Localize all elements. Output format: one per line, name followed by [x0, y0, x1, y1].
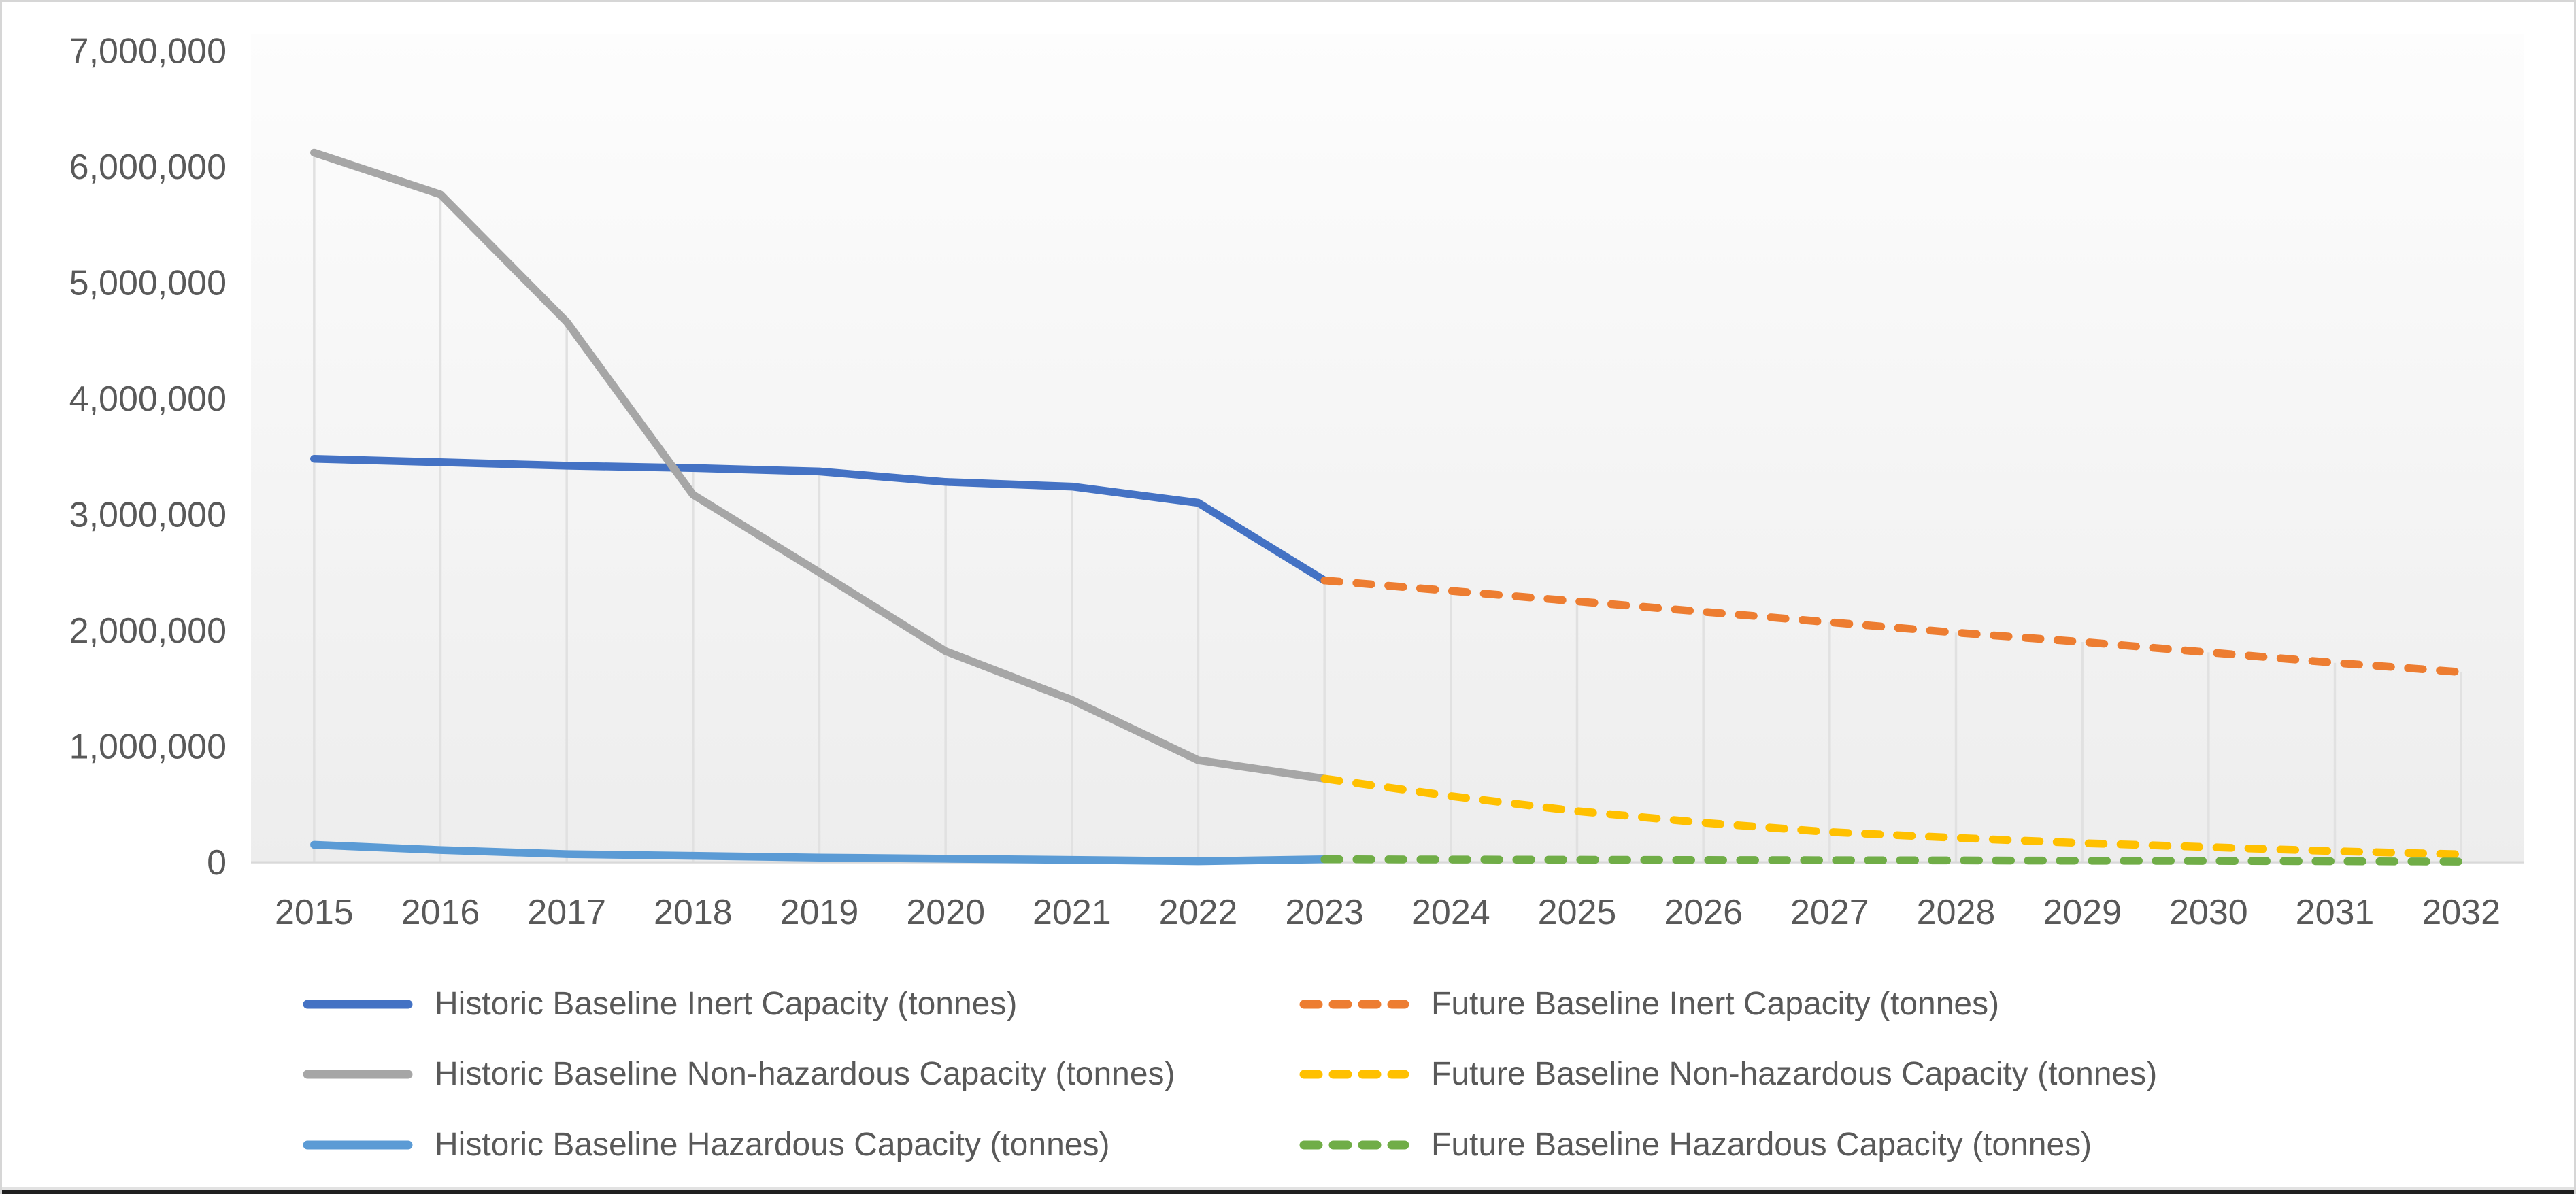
series-line-historic-baseline-inert-capacity-tonnes: [310, 454, 1328, 585]
x-axis-tick-label: 2015: [275, 893, 354, 932]
historic-hazardous-line-sample-icon: [303, 1140, 413, 1150]
series-line-future-baseline-inert-capacity-tonnes: [1320, 576, 2465, 677]
y-axis-tick-label: 0: [207, 843, 227, 883]
x-axis-tick-label: 2026: [1664, 893, 1743, 932]
y-axis-tick-label: 4,000,000: [69, 379, 227, 419]
x-axis-tick-label: 2032: [2422, 893, 2500, 932]
legend-item-future-hazardous: Future Baseline Hazardous Capacity (tonn…: [1298, 1129, 2092, 1161]
x-axis-tick-label: 2021: [1033, 893, 1111, 932]
plot-area: 0 1,000,000 2,000,000 3,000,000 4,000,000 5,0…: [69, 32, 2524, 932]
x-axis-tick-label: 2020: [906, 893, 985, 932]
y-axis-tick-label: 3,000,000: [69, 496, 227, 535]
x-axis-tick-label: 2024: [1411, 893, 1490, 932]
x-axis-tick-label: 2023: [1285, 893, 1364, 932]
legend-label: Historic Baseline Non-hazardous Capacity…: [435, 1056, 1175, 1092]
series-line-historic-baseline-hazardous-capacity-tonnes: [310, 840, 1328, 866]
x-axis-tick-label: 2016: [401, 893, 480, 932]
x-axis-tick-label: 2017: [527, 893, 606, 932]
series-line-future-baseline-non-hazardous-capacity-tonnes: [1320, 774, 2465, 859]
plot-background: [251, 34, 2524, 864]
y-axis-tick-label: 5,000,000: [69, 264, 227, 303]
legend-label: Historic Baseline Inert Capacity (tonnes…: [435, 986, 1018, 1022]
future-inert-dashed-line-sample-icon: [1299, 1000, 1409, 1009]
x-axis-tick-label: 2028: [1917, 893, 1996, 932]
legend-item-historic-hazardous: Historic Baseline Hazardous Capacity (to…: [301, 1129, 1109, 1161]
legend-item-future-nonhazardous: Future Baseline Non-hazardous Capacity (…: [1298, 1058, 2157, 1091]
window-bottom-edge-light: [2, 1187, 2574, 1190]
x-axis-tick-label: 2022: [1159, 893, 1238, 932]
legend-item-historic-nonhazardous: Historic Baseline Non-hazardous Capacity…: [301, 1058, 1175, 1091]
x-axis-tick-label: 2027: [1790, 893, 1869, 932]
legend-label: Future Baseline Inert Capacity (tonnes): [1431, 986, 2000, 1022]
x-axis-tick-label: 2030: [2169, 893, 2248, 932]
y-axis-tick-label: 2,000,000: [69, 611, 227, 651]
future-nonhazardous-dashed-line-sample-icon: [1299, 1070, 1409, 1079]
y-axis-tick-label: 6,000,000: [69, 148, 227, 187]
y-axis-tick-label: 7,000,000: [69, 32, 227, 71]
historic-inert-line-sample-icon: [303, 1000, 413, 1009]
series-line-historic-baseline-non-hazardous-capacity-tonnes: [310, 148, 1328, 783]
legend-label: Future Baseline Non-hazardous Capacity (…: [1431, 1056, 2158, 1092]
x-axis-tick-label: 2019: [780, 893, 859, 932]
legend-item-historic-inert: Historic Baseline Inert Capacity (tonnes…: [301, 988, 1017, 1021]
series-line-future-baseline-hazardous-capacity-tonnes: [1320, 855, 2465, 866]
legend-label: Future Baseline Hazardous Capacity (tonn…: [1431, 1127, 2092, 1163]
x-axis-tick-label: 2029: [2043, 893, 2122, 932]
legend-item-future-inert: Future Baseline Inert Capacity (tonnes): [1298, 988, 1999, 1021]
x-axis-tick-label: 2018: [654, 893, 733, 932]
x-axis-tick-label: 2025: [1538, 893, 1617, 932]
historic-nonhazardous-line-sample-icon: [303, 1070, 413, 1079]
future-hazardous-dashed-line-sample-icon: [1299, 1140, 1409, 1150]
legend-label: Historic Baseline Hazardous Capacity (to…: [435, 1127, 1110, 1163]
x-axis-tick-label: 2031: [2296, 893, 2375, 932]
window-bottom-edge-dark: [2, 1190, 2574, 1194]
y-axis-tick-label: 1,000,000: [69, 728, 227, 767]
